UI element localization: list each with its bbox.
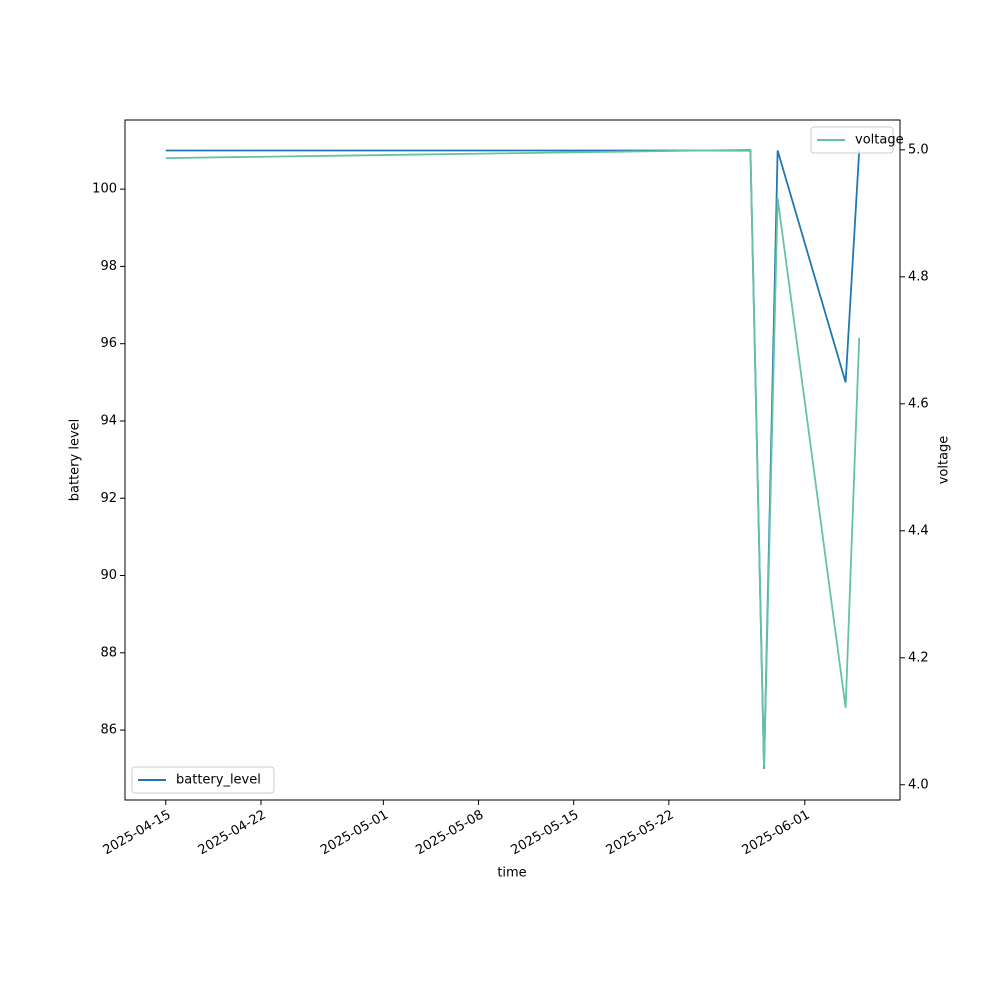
y2-tick-label: 4.6 bbox=[908, 396, 929, 411]
plot-frame bbox=[124, 119, 901, 801]
y-tick-label: 90 bbox=[100, 568, 117, 583]
legend: voltage bbox=[810, 126, 904, 154]
legend-box bbox=[810, 126, 894, 154]
y-tick-label: 100 bbox=[92, 182, 117, 197]
x-axis-label: time bbox=[497, 866, 526, 881]
y-tick-label: 94 bbox=[100, 413, 117, 428]
line-series bbox=[165, 148, 861, 768]
legend: battery_level bbox=[131, 766, 275, 794]
y-tick-label: 98 bbox=[100, 259, 117, 274]
y2-tick-label: 4.4 bbox=[908, 523, 929, 538]
y-tick-label: 88 bbox=[100, 645, 117, 660]
legend-box bbox=[131, 766, 275, 794]
y-tick-label: 92 bbox=[100, 491, 117, 506]
y2-tick-label: 4.0 bbox=[908, 777, 929, 792]
y-tick-label: 96 bbox=[100, 336, 117, 351]
legend-label: voltage bbox=[855, 133, 904, 148]
y-tick-label: 86 bbox=[100, 723, 117, 738]
y2-axis-label: voltage bbox=[937, 436, 952, 485]
y2-tick-label: 5.0 bbox=[908, 142, 929, 157]
legend-label: battery_level bbox=[176, 773, 261, 788]
y-axis-label: battery level bbox=[68, 419, 83, 502]
y2-tick-label: 4.8 bbox=[908, 269, 929, 284]
y2-tick-label: 4.2 bbox=[908, 650, 929, 665]
